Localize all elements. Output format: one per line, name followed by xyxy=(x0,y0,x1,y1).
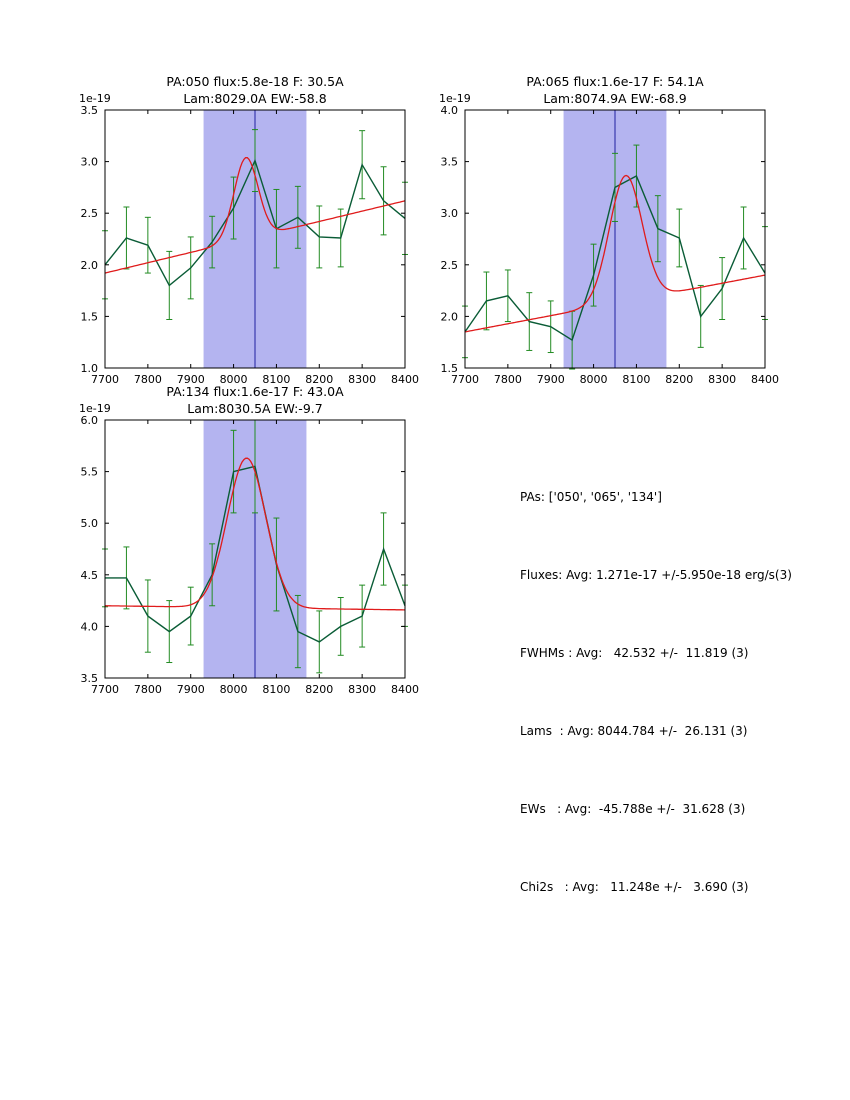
axes-frame xyxy=(464,109,766,369)
y-tick-label: 5.5 xyxy=(81,466,99,479)
chart-pa050-svg: 7700 7800 7900 8000 8100 8200 8300 8400 1.0 1.5 2.… xyxy=(79,74,420,386)
y-tick-label: 5.0 xyxy=(81,517,99,530)
axis-ticks: 7700 7800 7900 8000 8100 8200 8300 8400 1.0 1.5 2.… xyxy=(81,104,420,386)
y-tick-label: 2.5 xyxy=(81,207,99,220)
axis-ticks: 7700 7800 7900 8000 8100 8200 8300 8400 1.5 2.0 2.… xyxy=(441,104,780,386)
x-tick-label: 8300 xyxy=(348,373,376,386)
y-offset-label: 1e-19 xyxy=(79,92,111,105)
y-tick-label: 3.5 xyxy=(441,156,459,169)
spectrum-line xyxy=(464,175,766,342)
chart-pa065: 7700 7800 7900 8000 8100 8200 8300 8400 1.5 2.0 2.… xyxy=(405,65,785,403)
chart-pa134-svg: 7700 7800 7900 8000 8100 8200 8300 8400 3.5 4.0 4.… xyxy=(79,384,420,696)
chart-title-line1: PA:065 flux:1.6e-17 F: 54.1A xyxy=(526,74,704,89)
x-tick-label: 7900 xyxy=(537,373,565,386)
x-tick-label: 7700 xyxy=(451,373,479,386)
y-tick-label: 1.5 xyxy=(441,362,459,375)
x-tick-label: 7800 xyxy=(134,683,162,696)
x-tick-label: 8000 xyxy=(220,683,248,696)
stats-line-fwhms: FWHMs : Avg: 42.532 +/- 11.819 (3) xyxy=(520,646,749,660)
x-tick-label: 8200 xyxy=(305,683,333,696)
axes-frame xyxy=(104,109,406,369)
y-tick-label: 1.5 xyxy=(81,310,99,323)
chart-title-line2: Lam:8030.5A EW:-9.7 xyxy=(187,401,322,416)
x-tick-label: 8400 xyxy=(391,683,419,696)
chart-title-line2: Lam:8029.0A EW:-58.8 xyxy=(183,91,326,106)
chart-pa050: 7700 7800 7900 8000 8100 8200 8300 8400 1.0 1.5 2.… xyxy=(45,65,425,403)
y-tick-label: 3.0 xyxy=(81,156,99,169)
chart-title-line1: PA:134 flux:1.6e-17 F: 43.0A xyxy=(166,384,344,399)
x-tick-label: 8300 xyxy=(348,683,376,696)
x-tick-label: 8200 xyxy=(305,373,333,386)
chart-pa065-svg: 7700 7800 7900 8000 8100 8200 8300 8400 1.5 2.0 2.… xyxy=(439,74,780,386)
x-tick-label: 8000 xyxy=(220,373,248,386)
y-offset-label: 1e-19 xyxy=(439,92,471,105)
axis-ticks: 7700 7800 7900 8000 8100 8200 8300 8400 3.5 4.0 4.… xyxy=(81,414,420,696)
stats-line-fluxes: Fluxes: Avg: 1.271e-17 +/-5.950e-18 erg/… xyxy=(520,568,792,582)
gaussian-fit-line xyxy=(464,174,766,333)
spectrum-line xyxy=(105,465,406,643)
y-tick-label: 2.0 xyxy=(441,310,459,323)
y-tick-label: 4.0 xyxy=(441,104,459,117)
x-tick-label: 8400 xyxy=(391,373,419,386)
x-tick-label: 8400 xyxy=(751,373,779,386)
stats-line-ews: EWs : Avg: -45.788e +/- 31.628 (3) xyxy=(520,802,746,816)
chart-title-line1: PA:050 flux:5.8e-18 F: 30.5A xyxy=(166,74,344,89)
y-tick-label: 6.0 xyxy=(81,414,99,427)
x-tick-label: 7800 xyxy=(494,373,522,386)
y-offset-label: 1e-19 xyxy=(79,402,111,415)
y-tick-label: 2.0 xyxy=(81,259,99,272)
gaussian-fit-line xyxy=(105,457,405,611)
spectrum-line xyxy=(104,158,406,287)
y-tick-label: 4.0 xyxy=(81,620,99,633)
x-tick-label: 7700 xyxy=(91,373,119,386)
stats-line-chi2s: Chi2s : Avg: 11.248e +/- 3.690 (3) xyxy=(520,880,749,894)
x-tick-label: 8100 xyxy=(622,373,650,386)
gaussian-fit-line xyxy=(104,157,406,274)
stats-panel: PAs: ['050', '065', '134'] Fluxes: Avg: … xyxy=(520,432,792,952)
x-tick-label: 8300 xyxy=(708,373,736,386)
chart-pa134: 7700 7800 7900 8000 8100 8200 8300 8400 3.5 4.0 4.… xyxy=(45,375,425,713)
stats-line-lams: Lams : Avg: 8044.784 +/- 26.131 (3) xyxy=(520,724,748,738)
stats-line-pas: PAs: ['050', '065', '134'] xyxy=(520,490,662,504)
y-tick-label: 3.0 xyxy=(441,207,459,220)
chart-title-line2: Lam:8074.9A EW:-68.9 xyxy=(543,91,686,106)
y-tick-label: 3.5 xyxy=(81,104,99,117)
axes-frame xyxy=(104,419,406,679)
x-tick-label: 7800 xyxy=(134,373,162,386)
x-tick-label: 7700 xyxy=(91,683,119,696)
y-tick-label: 1.0 xyxy=(81,362,99,375)
y-tick-label: 2.5 xyxy=(441,259,459,272)
x-tick-label: 8100 xyxy=(262,373,290,386)
x-tick-label: 8200 xyxy=(665,373,693,386)
x-tick-label: 7900 xyxy=(177,373,205,386)
y-tick-label: 4.5 xyxy=(81,569,99,582)
x-tick-label: 8000 xyxy=(580,373,608,386)
y-tick-label: 3.5 xyxy=(81,672,99,685)
x-tick-label: 8100 xyxy=(262,683,290,696)
x-tick-label: 7900 xyxy=(177,683,205,696)
